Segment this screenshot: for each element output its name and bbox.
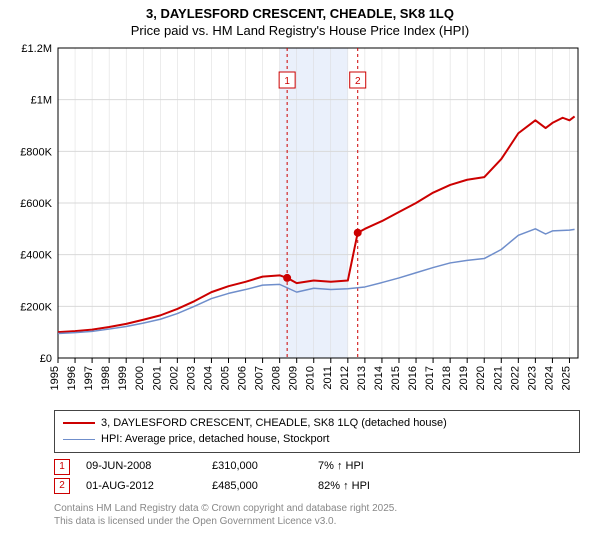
svg-text:2: 2 bbox=[355, 76, 361, 87]
svg-text:2012: 2012 bbox=[339, 366, 351, 390]
svg-text:£800K: £800K bbox=[20, 146, 52, 158]
svg-text:£400K: £400K bbox=[20, 249, 52, 261]
svg-text:2008: 2008 bbox=[271, 366, 283, 390]
svg-text:2010: 2010 bbox=[305, 366, 317, 390]
footer-line: This data is licensed under the Open Gov… bbox=[54, 515, 580, 528]
svg-text:£200K: £200K bbox=[20, 301, 52, 313]
svg-text:2015: 2015 bbox=[390, 366, 402, 390]
legend-item: 3, DAYLESFORD CRESCENT, CHEADLE, SK8 1LQ… bbox=[63, 415, 571, 432]
svg-text:2019: 2019 bbox=[458, 366, 470, 390]
svg-text:2016: 2016 bbox=[407, 366, 419, 390]
event-badge: 1 bbox=[54, 459, 70, 475]
svg-text:1: 1 bbox=[284, 76, 290, 87]
svg-text:2006: 2006 bbox=[237, 366, 249, 390]
event-delta: 7% ↑ HPI bbox=[318, 457, 364, 477]
svg-text:2021: 2021 bbox=[492, 366, 504, 390]
event-price: £310,000 bbox=[212, 457, 302, 477]
svg-text:1999: 1999 bbox=[117, 366, 129, 390]
footer-line: Contains HM Land Registry data © Crown c… bbox=[54, 502, 580, 515]
legend-swatch bbox=[63, 422, 95, 424]
svg-text:2018: 2018 bbox=[441, 366, 453, 390]
svg-text:2011: 2011 bbox=[322, 366, 334, 390]
legend-label: 3, DAYLESFORD CRESCENT, CHEADLE, SK8 1LQ… bbox=[101, 415, 447, 432]
attribution: Contains HM Land Registry data © Crown c… bbox=[54, 502, 580, 528]
legend: 3, DAYLESFORD CRESCENT, CHEADLE, SK8 1LQ… bbox=[54, 410, 580, 453]
svg-text:2024: 2024 bbox=[543, 366, 555, 390]
svg-text:2002: 2002 bbox=[168, 366, 180, 390]
svg-text:1997: 1997 bbox=[83, 366, 95, 390]
svg-text:£0: £0 bbox=[40, 353, 52, 365]
svg-text:2007: 2007 bbox=[254, 366, 266, 390]
chart-subtitle: Price paid vs. HM Land Registry's House … bbox=[10, 23, 590, 40]
svg-text:2001: 2001 bbox=[151, 366, 163, 390]
chart-title: 3, DAYLESFORD CRESCENT, CHEADLE, SK8 1LQ bbox=[10, 6, 590, 23]
svg-text:2023: 2023 bbox=[526, 366, 538, 390]
event-row: 1 09-JUN-2008 £310,000 7% ↑ HPI bbox=[54, 457, 580, 477]
svg-text:£1.2M: £1.2M bbox=[21, 44, 52, 55]
svg-text:2013: 2013 bbox=[356, 366, 368, 390]
event-price: £485,000 bbox=[212, 477, 302, 497]
event-badge: 2 bbox=[54, 478, 70, 494]
svg-text:1996: 1996 bbox=[66, 366, 78, 390]
svg-text:£600K: £600K bbox=[20, 198, 52, 210]
svg-text:2000: 2000 bbox=[134, 366, 146, 390]
price-chart: £0 £200K £400K £600K £800K £1M £1.2M 1 2 1995 1996… bbox=[10, 44, 590, 404]
event-table: 1 09-JUN-2008 £310,000 7% ↑ HPI 2 01-AUG-2012… bbox=[54, 457, 580, 497]
svg-text:2017: 2017 bbox=[424, 366, 436, 390]
svg-text:2003: 2003 bbox=[185, 366, 197, 390]
legend-item: HPI: Average price, detached house, Stoc… bbox=[63, 431, 571, 448]
event-delta: 82% ↑ HPI bbox=[318, 477, 370, 497]
svg-text:£1M: £1M bbox=[31, 94, 52, 106]
event-date: 01-AUG-2012 bbox=[86, 477, 196, 497]
svg-text:2022: 2022 bbox=[509, 366, 521, 390]
event-row: 2 01-AUG-2012 £485,000 82% ↑ HPI bbox=[54, 477, 580, 497]
legend-swatch bbox=[63, 439, 95, 440]
svg-text:2005: 2005 bbox=[219, 366, 231, 390]
svg-text:2014: 2014 bbox=[373, 366, 385, 390]
event-date: 09-JUN-2008 bbox=[86, 457, 196, 477]
svg-text:2009: 2009 bbox=[288, 366, 300, 390]
svg-text:2004: 2004 bbox=[202, 366, 214, 390]
svg-text:2020: 2020 bbox=[475, 366, 487, 390]
svg-text:1998: 1998 bbox=[100, 366, 112, 390]
svg-text:1995: 1995 bbox=[49, 366, 61, 390]
svg-text:2025: 2025 bbox=[560, 366, 572, 390]
legend-label: HPI: Average price, detached house, Stoc… bbox=[101, 431, 330, 448]
